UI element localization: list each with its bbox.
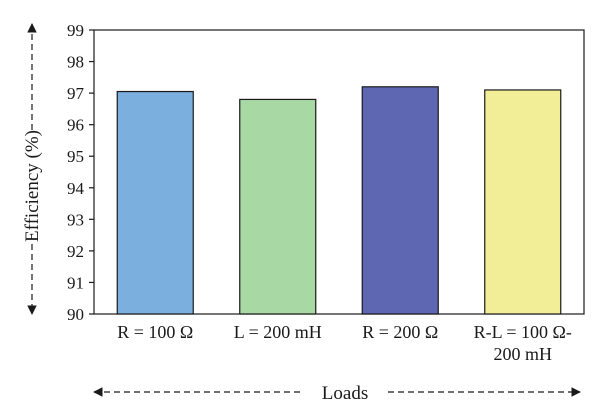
x-category-label: 200 mH [494, 344, 553, 364]
category-labels: R = 100 Ω L = 200 mH R = 200 Ω R-L = 100 Ω-… [117, 322, 572, 364]
x-category-label: R-L = 100 Ω- [474, 322, 572, 342]
y-tick-label: 98 [67, 53, 84, 72]
x-axis-label: Loads [322, 383, 368, 404]
bar [239, 98, 317, 315]
y-tick-label: 93 [67, 210, 84, 229]
y-tick-label: 97 [67, 84, 85, 103]
y-tick-label: 90 [67, 305, 84, 324]
y-axis-ticks: 90 91 92 93 94 95 96 97 98 99 [67, 21, 94, 324]
y-tick-label: 95 [67, 147, 84, 166]
x-category-label: R = 200 Ω [362, 322, 438, 342]
y-axis-label: Efficiency (%) [22, 130, 43, 242]
bars-group [116, 86, 562, 315]
y-axis-title: Efficiency (%) [22, 23, 43, 315]
bar [484, 89, 562, 315]
x-category-label: L = 200 mH [234, 322, 322, 342]
y-tick-label: 94 [67, 179, 85, 198]
y-tick-label: 96 [67, 116, 84, 135]
bar [361, 86, 439, 315]
x-axis-title: Loads [93, 383, 581, 404]
y-tick-label: 91 [67, 273, 84, 292]
y-tick-label: 92 [67, 242, 84, 261]
x-category-label: R = 100 Ω [117, 322, 193, 342]
y-tick-label: 99 [67, 21, 84, 40]
bar [116, 90, 194, 315]
